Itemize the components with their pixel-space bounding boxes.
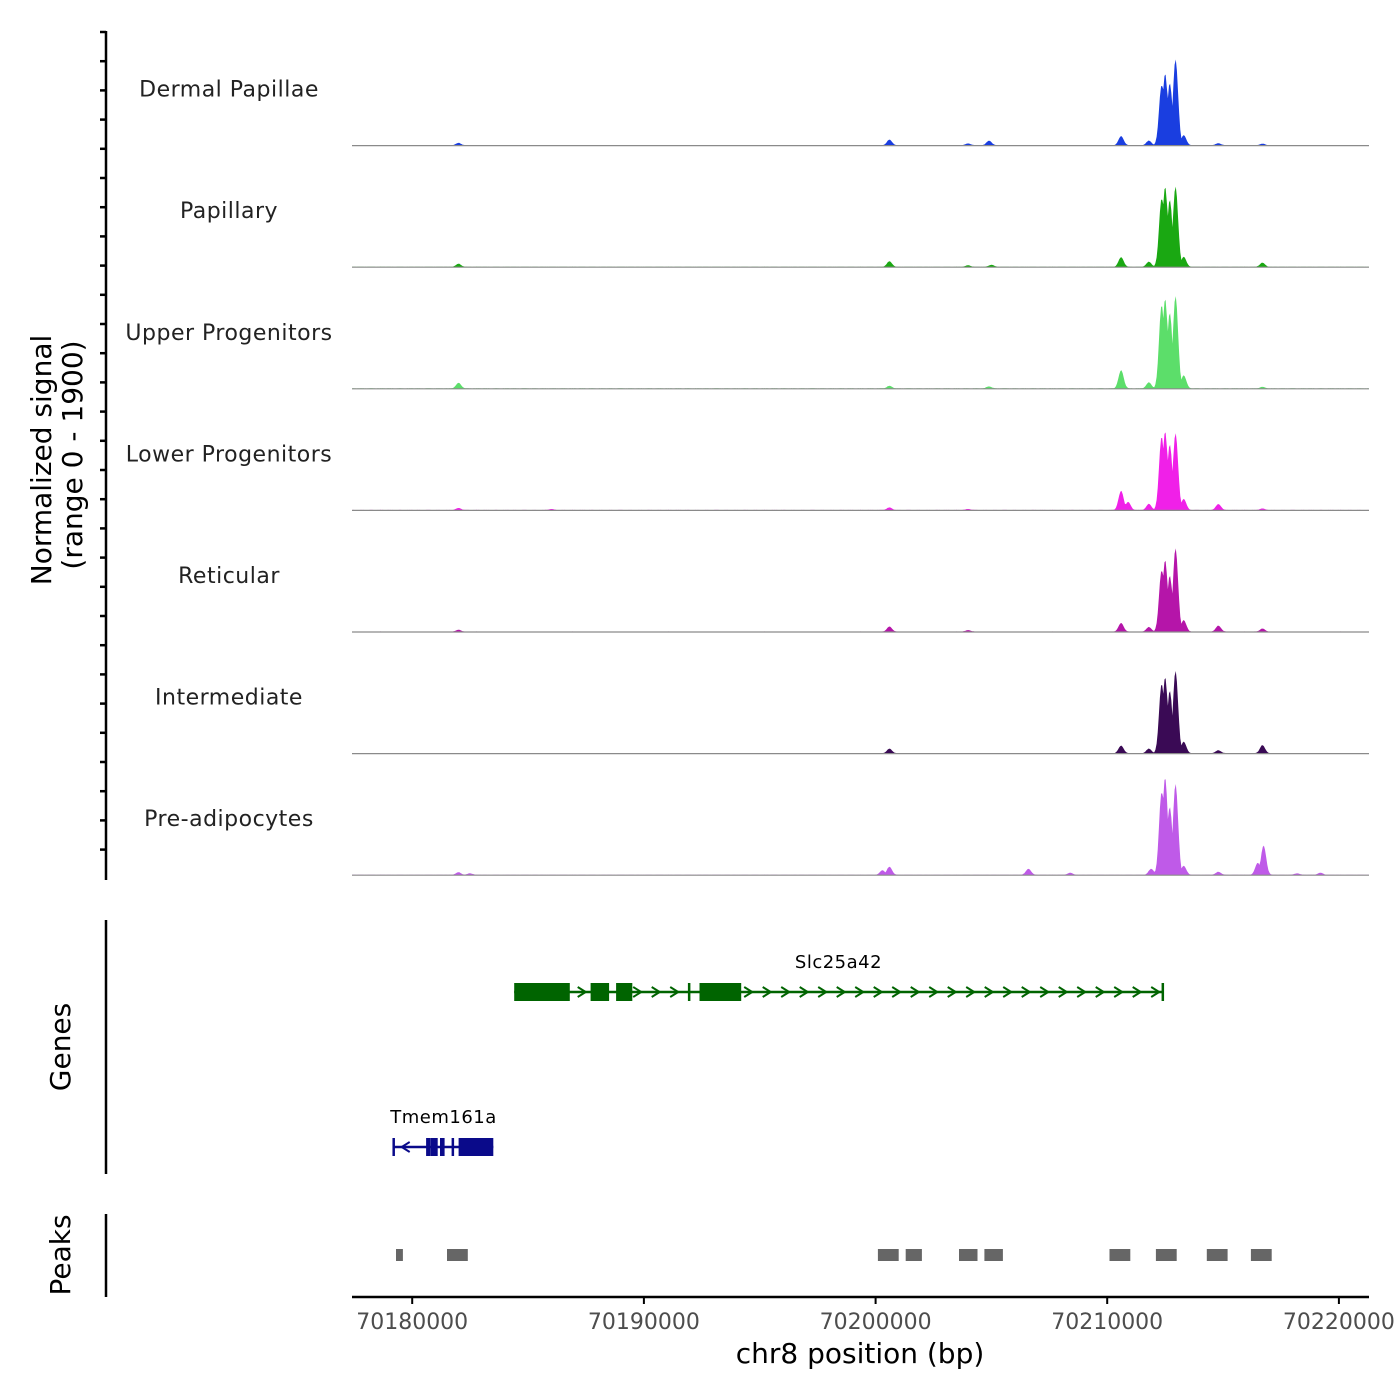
track-label: Dermal Papillae	[139, 78, 319, 103]
strand-chevron	[1113, 986, 1125, 998]
x-tick-label: 70180000	[356, 1310, 468, 1335]
y-axis-title-main: Normalized signal	[25, 335, 58, 586]
strand-chevron	[1095, 986, 1106, 998]
gene-exon	[430, 1138, 438, 1156]
signal-area	[352, 296, 1369, 389]
track-lower-progenitors: Lower Progenitors	[126, 432, 1369, 511]
gene-tmem161a: Tmem161a	[389, 1107, 497, 1156]
strand-chevron	[984, 986, 995, 998]
track-upper-progenitors: Upper Progenitors	[125, 296, 1369, 390]
signal-area	[352, 779, 1369, 876]
x-tick-label: 70190000	[588, 1310, 700, 1335]
signal-tracks: Dermal Papillae Papillary Upper Progenitor…	[125, 59, 1369, 876]
x-axis: chr8 position (bp) 70180000 70190000 70200…	[352, 1295, 1395, 1370]
strand-chevron	[632, 986, 644, 998]
x-tick-label: 70210000	[1051, 1310, 1163, 1335]
track-pre-adipocytes: Pre-adipocytes	[144, 779, 1369, 876]
genes-axis: Genes	[44, 920, 108, 1174]
signal-area	[352, 548, 1369, 632]
strand-chevron	[1076, 986, 1088, 998]
peak-regions	[396, 1249, 1272, 1261]
strand-chevron	[891, 986, 903, 998]
track-label: Upper Progenitors	[125, 321, 332, 346]
peak-region	[959, 1249, 978, 1261]
strand-chevron	[399, 1141, 411, 1153]
strand-chevron	[577, 986, 588, 998]
strand-chevron	[928, 986, 940, 998]
track-label: Reticular	[178, 564, 280, 589]
x-tick-label: 70220000	[1283, 1310, 1395, 1335]
signal-area	[352, 186, 1369, 268]
peak-region	[447, 1249, 468, 1261]
peak-region	[1206, 1249, 1228, 1261]
y-axis-title: Normalized signal (range 0 - 1900)	[25, 335, 89, 586]
peak-region	[1250, 1249, 1272, 1261]
strand-chevron	[762, 986, 773, 998]
peak-region	[984, 1249, 1003, 1261]
strand-chevron	[1058, 986, 1069, 998]
gene-label: Slc25a42	[795, 952, 882, 973]
gene-exon	[590, 983, 610, 1001]
gene-exon	[699, 983, 742, 1001]
track-label: Intermediate	[155, 686, 303, 711]
genes-panel-label: Genes	[44, 1003, 77, 1091]
strand-chevron	[1039, 986, 1051, 998]
signal-axis	[100, 30, 108, 880]
peaks-panel-label: Peaks	[44, 1214, 77, 1295]
strand-chevron	[743, 986, 755, 998]
peak-region	[877, 1249, 899, 1261]
signal-area	[352, 671, 1369, 754]
track-label: Lower Progenitors	[126, 442, 332, 467]
gene-exon	[458, 1138, 494, 1156]
gene-label: Tmem161a	[389, 1107, 497, 1128]
strand-chevron	[780, 986, 792, 998]
x-axis-title: chr8 position (bp)	[736, 1337, 985, 1370]
gene-slc25a42: Slc25a42	[514, 952, 1165, 1001]
gene-exon	[451, 1138, 455, 1156]
strand-chevron	[965, 986, 977, 998]
peaks-axis: Peaks	[44, 1214, 108, 1297]
strand-chevron	[854, 986, 866, 998]
signal-area	[352, 59, 1369, 146]
strand-chevron	[669, 986, 681, 998]
track-label: Papillary	[180, 199, 278, 224]
peak-region	[905, 1249, 922, 1261]
gene-annotations: Slc25a42 Tmem161a	[389, 952, 1165, 1156]
strand-chevron	[1021, 986, 1032, 998]
gene-exon	[426, 1138, 431, 1156]
signal-area	[352, 432, 1369, 511]
gene-exon	[616, 983, 633, 1001]
strand-chevron	[910, 986, 921, 998]
peak-region	[1155, 1249, 1177, 1261]
track-reticular: Reticular	[178, 548, 1369, 633]
strand-chevron	[1002, 986, 1014, 998]
track-intermediate: Intermediate	[155, 671, 1369, 755]
gene-exon	[440, 1138, 445, 1156]
strand-chevron	[836, 986, 847, 998]
strand-chevron	[1150, 986, 1162, 998]
strand-chevron	[873, 986, 884, 998]
y-axis-title-range: (range 0 - 1900)	[56, 340, 89, 569]
strand-chevron	[1132, 986, 1143, 998]
strand-chevron	[799, 986, 810, 998]
peak-region	[1109, 1249, 1131, 1261]
peak-region	[396, 1249, 403, 1261]
strand-chevron	[651, 986, 662, 998]
track-label: Pre-adipocytes	[144, 807, 314, 832]
gene-exon	[687, 983, 691, 1001]
x-tick-label: 70200000	[820, 1310, 932, 1335]
strand-chevron	[817, 986, 829, 998]
track-dermal-papillae: Dermal Papillae	[139, 59, 1369, 147]
strand-chevron	[947, 986, 958, 998]
track-papillary: Papillary	[180, 186, 1369, 268]
gene-exon	[514, 983, 570, 1001]
